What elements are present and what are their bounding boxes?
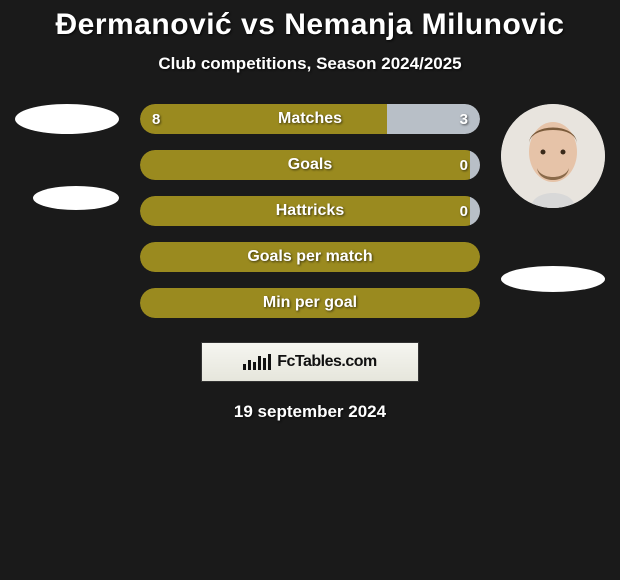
stat-row: Hattricks0 — [140, 196, 480, 226]
page-title: Đermanović vs Nemanja Milunovic — [0, 8, 620, 42]
stat-label: Min per goal — [140, 288, 480, 318]
stat-row: Goals per match — [140, 242, 480, 272]
player1-club-oval — [33, 186, 119, 210]
stat-row: Matches8 3 — [140, 104, 480, 134]
stat-value-player2: 3 — [460, 104, 468, 134]
stat-label: Hattricks — [140, 196, 480, 226]
player2-club-oval — [501, 266, 605, 292]
comparison-card: Đermanović vs Nemanja Milunovic Club com… — [0, 0, 620, 422]
main-row: Matches83Goals0Hattricks0Goals per match… — [0, 104, 620, 318]
player1-avatar — [15, 104, 119, 134]
player2-avatar — [501, 104, 605, 208]
date-line: 19 september 2024 — [0, 402, 620, 422]
subtitle: Club competitions, Season 2024/2025 — [0, 54, 620, 74]
stat-label: Goals per match — [140, 242, 480, 272]
player2-column — [498, 104, 608, 292]
chart-icon — [243, 354, 271, 370]
stat-row: Goals0 — [140, 150, 480, 180]
stat-label: Matches — [140, 104, 480, 134]
stat-value-player2: 0 — [460, 150, 468, 180]
stat-bars: Matches83Goals0Hattricks0Goals per match… — [140, 104, 480, 318]
stat-label: Goals — [140, 150, 480, 180]
brand-text: FcTables.com — [277, 353, 377, 371]
player2-face-icon — [501, 104, 605, 208]
player1-column — [12, 104, 122, 210]
stat-row: Min per goal — [140, 288, 480, 318]
brand-box[interactable]: FcTables.com — [201, 342, 419, 382]
stat-value-player2: 0 — [460, 196, 468, 226]
stat-value-player1: 8 — [152, 104, 160, 134]
